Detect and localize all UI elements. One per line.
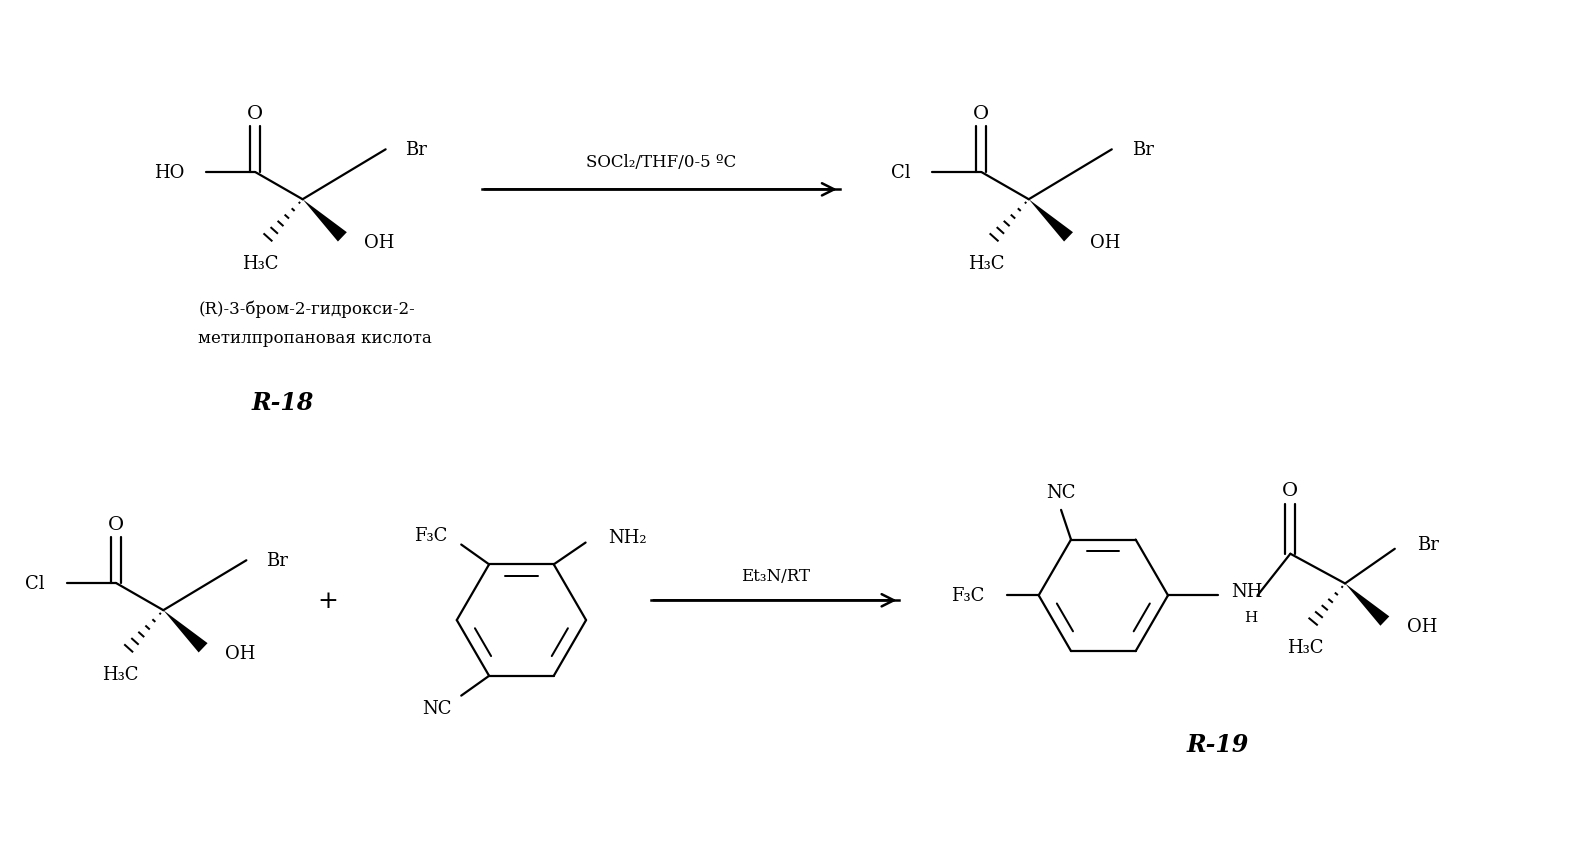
- Text: O: O: [1282, 481, 1298, 500]
- Text: O: O: [247, 105, 264, 123]
- Polygon shape: [1345, 584, 1390, 626]
- Text: H: H: [1244, 610, 1257, 625]
- Text: NH₂: NH₂: [609, 528, 647, 546]
- Text: F₃C: F₃C: [414, 526, 447, 544]
- Text: OH: OH: [364, 233, 395, 251]
- Text: HO: HO: [153, 164, 183, 181]
- Text: O: O: [108, 515, 123, 533]
- Polygon shape: [163, 611, 207, 653]
- Text: OH: OH: [1407, 618, 1437, 636]
- Text: NC: NC: [422, 699, 451, 717]
- Polygon shape: [302, 200, 346, 242]
- Text: H₃C: H₃C: [968, 254, 1004, 273]
- Text: NC: NC: [1047, 483, 1075, 502]
- Text: Br: Br: [266, 551, 288, 570]
- Text: +: +: [318, 589, 338, 612]
- Text: Br: Br: [1417, 535, 1439, 553]
- Text: OH: OH: [225, 644, 256, 662]
- Text: R-18: R-18: [251, 391, 315, 415]
- Text: метилпропановая кислота: метилпропановая кислота: [198, 330, 432, 347]
- Polygon shape: [1029, 200, 1073, 242]
- Text: Cl: Cl: [25, 574, 44, 592]
- Text: H₃C: H₃C: [1287, 638, 1323, 656]
- Text: Br: Br: [405, 141, 427, 159]
- Text: Br: Br: [1132, 141, 1154, 159]
- Text: SOCl₂/THF/0-5 ºC: SOCl₂/THF/0-5 ºC: [585, 154, 735, 171]
- Text: Cl: Cl: [890, 164, 911, 181]
- Text: H₃C: H₃C: [103, 665, 139, 682]
- Text: OH: OH: [1091, 233, 1121, 251]
- Text: H₃C: H₃C: [242, 254, 278, 273]
- Text: F₃C: F₃C: [950, 587, 983, 605]
- Text: Et₃N/RT: Et₃N/RT: [740, 567, 809, 584]
- Text: R-19: R-19: [1187, 732, 1249, 756]
- Text: (R)-3-бром-2-гидрокси-2-: (R)-3-бром-2-гидрокси-2-: [198, 300, 414, 318]
- Text: O: O: [974, 105, 990, 123]
- Text: NH: NH: [1230, 583, 1262, 601]
